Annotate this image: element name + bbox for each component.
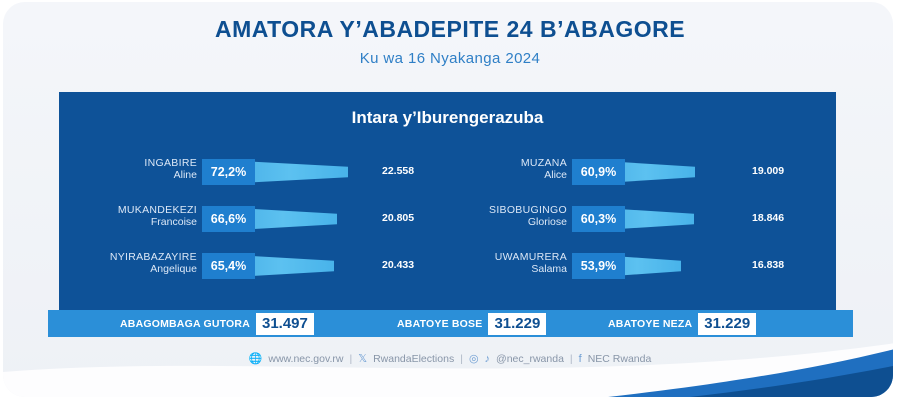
candidate-first-name: Gloriose — [527, 216, 567, 228]
panel-title: Intara y’Iburengerazuba — [351, 108, 544, 127]
candidate-first-name: Angelique — [150, 263, 197, 275]
page-title: AMATORA Y’ABADEPITE 24 B’ABAGORE — [214, 16, 686, 42]
candidate-first-name: Aline — [173, 169, 197, 181]
candidate-last-name: INGABIRE — [144, 157, 197, 169]
facebook-icon: f — [578, 352, 582, 365]
votes-label: 19.009 — [752, 165, 785, 177]
candidate-name: MUZANA Alice — [437, 157, 567, 181]
votes-label: 22.558 — [382, 165, 415, 177]
totals-strip: ABAGOMBAGA GUTORA 31.497 ABATOYE BOSE 31… — [48, 310, 853, 337]
candidate-last-name: UWAMURERA — [494, 251, 567, 263]
candidate-name: MUKANDEKEZI Francoise — [67, 204, 197, 228]
votes-label: 18.846 — [752, 212, 785, 224]
footer-wave — [3, 343, 893, 397]
percent-label: 66,6% — [202, 206, 255, 232]
footer-separator: | — [460, 352, 463, 365]
footer-separator: | — [569, 352, 573, 365]
votes-label: 20.805 — [382, 212, 415, 224]
votes-label: 16.838 — [752, 259, 785, 271]
footer-facebook[interactable]: NEC Rwanda — [587, 352, 652, 365]
percent-label: 60,3% — [572, 206, 625, 232]
candidate-row: MUKANDEKEZI Francoise 66,6% 20.805 — [59, 202, 439, 236]
candidate-last-name: MUKANDEKEZI — [117, 204, 197, 216]
total-registered: ABAGOMBAGA GUTORA 31.497 — [120, 310, 314, 337]
footer-socials: 🌐 www.nec.gov.rw | 𝕏 RwandaElections | ◎… — [0, 352, 900, 366]
candidate-last-name: NYIRABAZAYIRE — [109, 251, 197, 263]
x-icon: 𝕏 — [358, 353, 368, 365]
total-valid: ABATOYE NEZA 31.229 — [608, 310, 757, 337]
votes-label: 20.433 — [382, 259, 415, 271]
globe-icon: 🌐 — [248, 353, 263, 365]
total-voted-value: 31.229 — [488, 312, 547, 335]
candidate-first-name: Salama — [531, 263, 567, 275]
candidate-row: INGABIRE Aline 72,2% 22.558 — [59, 155, 439, 189]
percent-label: 72,2% — [202, 159, 255, 185]
total-registered-label: ABAGOMBAGA GUTORA — [120, 317, 250, 330]
total-valid-value: 31.229 — [698, 312, 757, 335]
candidate-name: SIBOBUGINGO Gloriose — [437, 204, 567, 228]
total-voted: ABATOYE BOSE 31.229 — [397, 310, 547, 337]
results-panel: Intara y’Iburengerazuba INGABIRE Aline 72,… — [59, 92, 836, 310]
total-registered-value: 31.497 — [255, 312, 314, 335]
footer-ig-tiktok-handle[interactable]: @nec_rwanda — [496, 352, 564, 365]
candidate-row: UWAMURERA Salama 53,9% 16.838 — [429, 249, 809, 283]
candidate-name: NYIRABAZAYIRE Angelique — [67, 251, 197, 275]
percent-label: 53,9% — [572, 253, 625, 279]
page-subtitle: Ku wa 16 Nyakanga 2024 — [359, 50, 541, 67]
footer-separator: | — [349, 352, 353, 365]
total-voted-label: ABATOYE BOSE — [397, 317, 483, 330]
candidate-row: SIBOBUGINGO Gloriose 60,3% 18.846 — [429, 202, 809, 236]
footer-website[interactable]: www.nec.gov.rw — [268, 352, 344, 365]
total-valid-label: ABATOYE NEZA — [608, 317, 693, 330]
candidate-last-name: MUZANA — [520, 157, 567, 169]
footer-x-handle[interactable]: RwandaElections — [373, 352, 455, 365]
percent-label: 60,9% — [572, 159, 625, 185]
candidate-last-name: SIBOBUGINGO — [489, 204, 567, 216]
instagram-icon: ◎ — [468, 353, 479, 365]
candidate-row: NYIRABAZAYIRE Angelique 65,4% 20.433 — [59, 249, 439, 283]
candidate-name: INGABIRE Aline — [67, 157, 197, 181]
tiktok-icon: ♪ — [484, 352, 491, 365]
candidate-first-name: Francoise — [150, 216, 197, 228]
candidate-first-name: Alice — [544, 169, 567, 181]
candidate-name: UWAMURERA Salama — [437, 251, 567, 275]
percent-label: 65,4% — [202, 253, 255, 279]
candidate-row: MUZANA Alice 60,9% 19.009 — [429, 155, 809, 189]
